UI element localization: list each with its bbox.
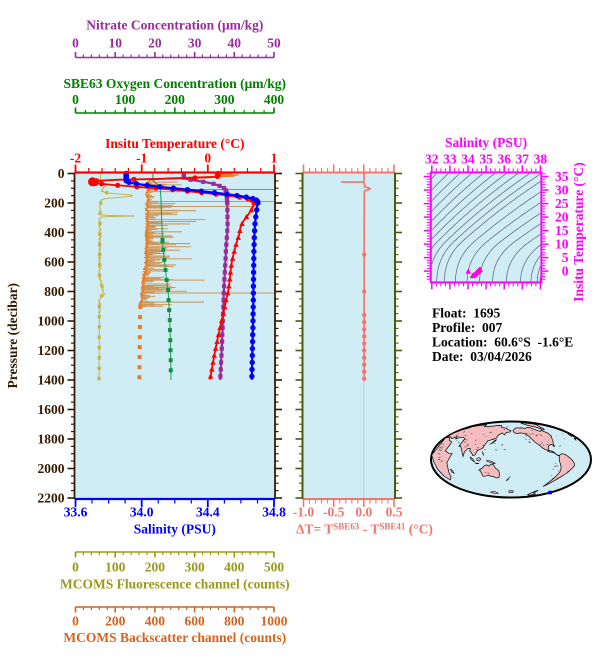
svg-text:35: 35 (555, 169, 569, 184)
svg-text:MCOMS Backscatter channel (cou: MCOMS Backscatter channel (counts) (63, 630, 286, 645)
svg-text:1000: 1000 (261, 614, 288, 629)
svg-text:34.0: 34.0 (130, 505, 154, 520)
svg-text:40: 40 (228, 36, 242, 51)
svg-text:1400: 1400 (38, 373, 65, 388)
svg-text:25: 25 (555, 196, 569, 211)
svg-text:Location: 60.6°S -1.6°E: Location: 60.6°S -1.6°E (432, 335, 573, 350)
svg-text:30: 30 (555, 183, 569, 198)
svg-text:30: 30 (188, 36, 202, 51)
svg-text:Insitu Temperature (°C): Insitu Temperature (°C) (105, 136, 244, 151)
svg-text:0: 0 (58, 166, 65, 181)
svg-text:0: 0 (72, 36, 79, 51)
svg-text:1800: 1800 (38, 432, 65, 447)
svg-text:400: 400 (145, 614, 166, 629)
svg-text:200: 200 (145, 560, 166, 575)
svg-text:1: 1 (271, 151, 278, 166)
svg-text:1200: 1200 (38, 343, 65, 358)
svg-text:-1.0: -1.0 (293, 505, 315, 520)
svg-text:10: 10 (555, 237, 569, 252)
svg-text:1600: 1600 (38, 402, 65, 417)
svg-text:300: 300 (184, 560, 205, 575)
svg-text:37: 37 (516, 152, 530, 167)
svg-text:Float: 1695: Float: 1695 (432, 306, 500, 321)
svg-text:2000: 2000 (38, 461, 65, 476)
svg-text:15: 15 (555, 223, 569, 238)
svg-text:Profile: 007: Profile: 007 (432, 320, 502, 335)
svg-text:0.5: 0.5 (386, 505, 403, 520)
svg-text:MCOMS Fluorescence channel (co: MCOMS Fluorescence channel (counts) (60, 577, 290, 592)
svg-text:0: 0 (72, 614, 79, 629)
svg-text:200: 200 (44, 196, 65, 211)
svg-text:400: 400 (264, 92, 285, 107)
svg-text:5: 5 (562, 250, 569, 265)
svg-text:10: 10 (108, 36, 122, 51)
svg-text:300: 300 (214, 92, 235, 107)
svg-text:0: 0 (72, 92, 79, 107)
svg-text:600: 600 (44, 255, 65, 270)
svg-text:800: 800 (44, 284, 65, 299)
svg-text:100: 100 (105, 560, 126, 575)
svg-text:36: 36 (497, 152, 511, 167)
svg-text:33: 33 (443, 152, 457, 167)
svg-text:34.8: 34.8 (262, 505, 286, 520)
svg-text:SBE63 Oxygen Concentration (μm: SBE63 Oxygen Concentration (μm/kg) (64, 76, 287, 91)
svg-text:20: 20 (148, 36, 162, 51)
svg-text:Pressure (decibar): Pressure (decibar) (5, 283, 20, 389)
svg-text:32: 32 (425, 152, 439, 167)
svg-text:100: 100 (115, 92, 136, 107)
svg-text:-1: -1 (136, 151, 147, 166)
svg-text:Salinity (PSU): Salinity (PSU) (445, 135, 527, 150)
svg-text:50: 50 (267, 36, 281, 51)
svg-text:34: 34 (461, 152, 475, 167)
svg-text:38: 38 (534, 152, 548, 167)
svg-text:0: 0 (72, 560, 79, 575)
svg-text:600: 600 (184, 614, 205, 629)
svg-text:0.0: 0.0 (355, 505, 372, 520)
svg-text:ΔT= TSBE63 - TSBE41 (°C): ΔT= TSBE63 - TSBE41 (°C) (296, 522, 433, 537)
svg-text:400: 400 (224, 560, 245, 575)
svg-text:35: 35 (479, 152, 493, 167)
svg-text:20: 20 (555, 210, 569, 225)
svg-text:Salinity (PSU): Salinity (PSU) (134, 522, 216, 537)
svg-text:2200: 2200 (38, 491, 65, 506)
svg-text:200: 200 (165, 92, 186, 107)
svg-text:Nitrate Concentration (μm/kg): Nitrate Concentration (μm/kg) (86, 18, 263, 33)
svg-text:800: 800 (224, 614, 245, 629)
svg-text:Date: 03/04/2026: Date: 03/04/2026 (432, 349, 532, 364)
svg-text:-2: -2 (70, 151, 81, 166)
svg-text:400: 400 (44, 225, 65, 240)
svg-text:500: 500 (264, 560, 285, 575)
svg-text:0: 0 (562, 264, 569, 279)
svg-text:-0.5: -0.5 (323, 505, 345, 520)
svg-text:Insitu Temperature (°C): Insitu Temperature (°C) (571, 162, 586, 301)
svg-text:0: 0 (204, 151, 211, 166)
svg-text:200: 200 (105, 614, 126, 629)
svg-text:33.6: 33.6 (64, 505, 88, 520)
svg-text:1000: 1000 (38, 314, 65, 329)
svg-text:34.4: 34.4 (196, 505, 220, 520)
